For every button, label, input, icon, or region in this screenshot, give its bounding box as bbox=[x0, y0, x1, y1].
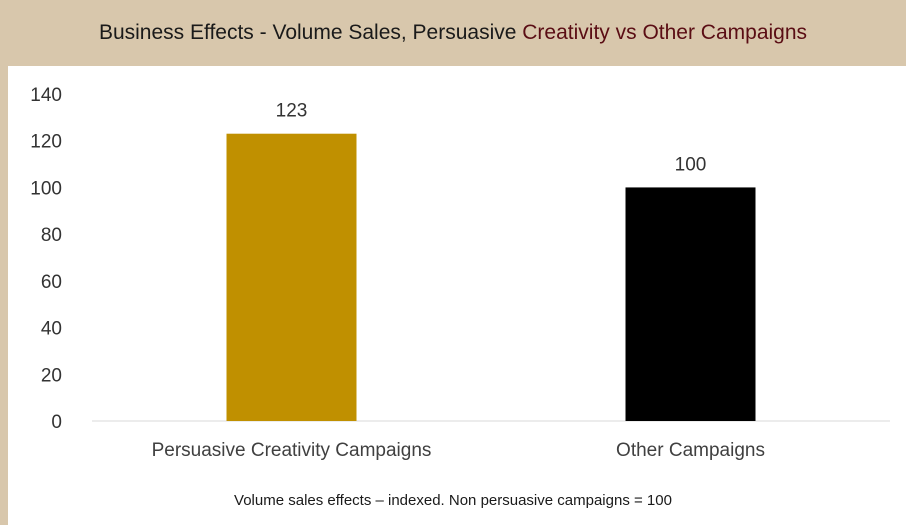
y-tick-label: 120 bbox=[30, 132, 62, 153]
y-tick-label: 40 bbox=[41, 319, 62, 340]
y-tick-label: 20 bbox=[41, 365, 62, 386]
left-border-strip bbox=[0, 66, 8, 525]
chart-footnote: Volume sales effects – indexed. Non pers… bbox=[234, 492, 672, 509]
bar-value-label: 123 bbox=[276, 101, 308, 122]
bar-value-label: 100 bbox=[675, 154, 707, 175]
y-tick-label: 60 bbox=[41, 272, 62, 293]
bar-other-campaigns bbox=[625, 187, 756, 421]
chart-title-main: Business Effects - Volume Sales, Persuas… bbox=[98, 21, 523, 44]
y-tick-label: 0 bbox=[51, 412, 62, 433]
x-category-label: Other Campaigns bbox=[616, 440, 765, 461]
y-tick-label: 80 bbox=[41, 225, 62, 246]
chart-title: Business Effects - Volume Sales, Persuas… bbox=[0, 0, 906, 66]
chart-title-accent: Creativity vs Other Campaigns bbox=[522, 21, 808, 44]
y-tick-label: 100 bbox=[30, 178, 62, 199]
y-tick-label: 140 bbox=[30, 85, 62, 106]
bar-persuasive-creativity bbox=[226, 133, 357, 421]
x-category-label: Persuasive Creativity Campaigns bbox=[152, 440, 432, 461]
bar-chart-plot: 0 20 40 60 80 100 120 140 123 Persuasive Creativi… bbox=[30, 85, 890, 461]
